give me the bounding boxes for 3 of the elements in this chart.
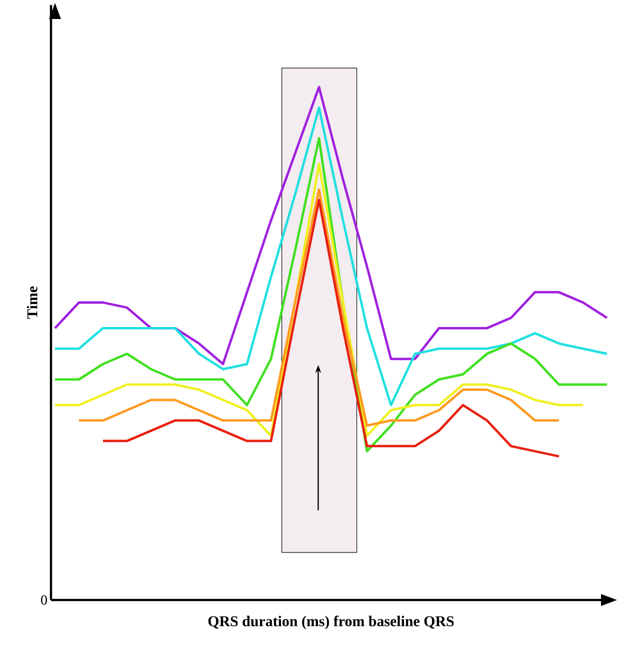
y-axis-title: Time [26,286,38,319]
text: 0 [41,595,47,605]
x-axis-title: QRS duration (ms) from baseline QRS [208,616,454,630]
